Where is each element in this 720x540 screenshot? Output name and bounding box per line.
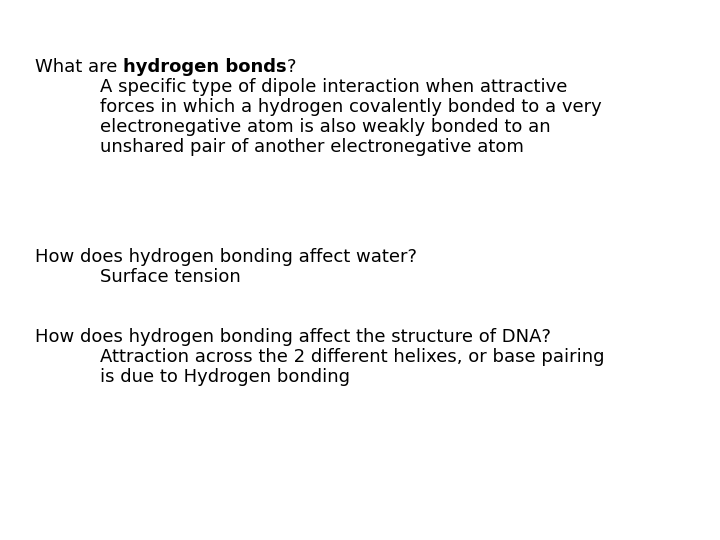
Text: unshared pair of another electronegative atom: unshared pair of another electronegative… (100, 138, 524, 156)
Text: What are: What are (35, 58, 123, 76)
Text: ?: ? (287, 58, 296, 76)
Text: is due to Hydrogen bonding: is due to Hydrogen bonding (100, 368, 350, 386)
Text: How does hydrogen bonding affect the structure of DNA?: How does hydrogen bonding affect the str… (35, 328, 551, 346)
Text: forces in which a hydrogen covalently bonded to a very: forces in which a hydrogen covalently bo… (100, 98, 602, 116)
Text: hydrogen bonds: hydrogen bonds (123, 58, 287, 76)
Text: Attraction across the 2 different helixes, or base pairing: Attraction across the 2 different helixe… (100, 348, 605, 366)
Text: A specific type of dipole interaction when attractive: A specific type of dipole interaction wh… (100, 78, 567, 96)
Text: electronegative atom is also weakly bonded to an: electronegative atom is also weakly bond… (100, 118, 551, 136)
Text: How does hydrogen bonding affect water?: How does hydrogen bonding affect water? (35, 248, 417, 266)
Text: Surface tension: Surface tension (100, 268, 240, 286)
